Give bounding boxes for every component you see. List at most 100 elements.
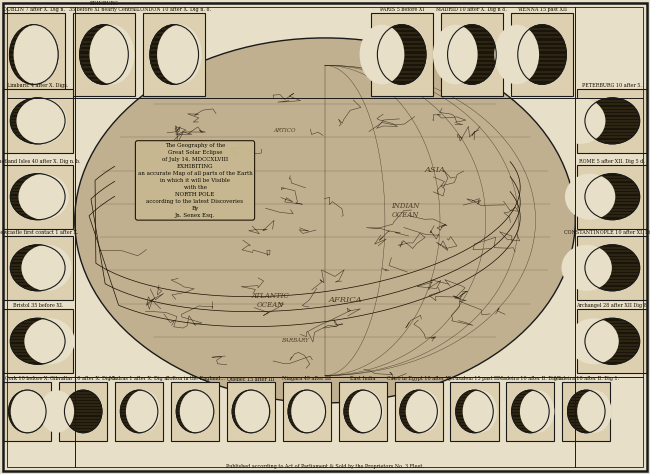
Ellipse shape — [64, 390, 102, 433]
Ellipse shape — [40, 390, 74, 433]
Text: Quebec 15 after III: Quebec 15 after III — [227, 376, 274, 381]
Ellipse shape — [10, 173, 65, 220]
Text: Archangel 28 after XII Dig 8.: Archangel 28 after XII Dig 8. — [576, 303, 649, 308]
Text: DUBLIN 7 after X. Dig n.: DUBLIN 7 after X. Dig n. — [3, 7, 65, 12]
Text: EDINBURG
35 before XI nearly Central.: EDINBURG 35 before XI nearly Central. — [70, 1, 138, 12]
Ellipse shape — [10, 390, 46, 433]
Ellipse shape — [157, 25, 202, 84]
Text: VIENNA 15 past XII: VIENNA 15 past XII — [517, 7, 567, 12]
Text: Jerusalem 15 past II.: Jerusalem 15 past II. — [448, 376, 500, 381]
Ellipse shape — [433, 25, 478, 84]
Text: Niagara 49 after III: Niagara 49 after III — [282, 376, 332, 381]
Bar — [3, 236, 73, 300]
Bar — [511, 13, 573, 96]
Ellipse shape — [16, 98, 67, 144]
Bar — [450, 382, 499, 441]
Ellipse shape — [14, 25, 58, 84]
Bar — [283, 382, 331, 441]
Ellipse shape — [494, 25, 539, 84]
Text: Bolton in the England...: Bolton in the England... — [166, 376, 224, 381]
Ellipse shape — [120, 390, 158, 433]
Ellipse shape — [562, 245, 612, 291]
Ellipse shape — [448, 25, 496, 84]
Bar — [339, 382, 387, 441]
Bar — [73, 13, 135, 96]
Ellipse shape — [585, 245, 640, 291]
Ellipse shape — [18, 173, 69, 220]
Ellipse shape — [400, 390, 437, 433]
Text: ARTICO: ARTICO — [274, 128, 296, 133]
Bar — [3, 89, 73, 153]
Bar — [577, 89, 647, 153]
Ellipse shape — [344, 390, 382, 433]
Ellipse shape — [567, 390, 605, 433]
Bar — [441, 13, 503, 96]
Bar — [577, 165, 647, 229]
Ellipse shape — [150, 25, 198, 84]
Text: Madras 1 after X. Dig n.: Madras 1 after X. Dig n. — [109, 376, 169, 381]
Text: Cairo in Egypt 10 after X.: Cairo in Egypt 10 after X. — [387, 376, 450, 381]
Text: East India: East India — [350, 376, 376, 381]
Bar — [115, 382, 163, 441]
Bar — [143, 13, 205, 96]
Ellipse shape — [512, 390, 549, 433]
Text: Madeira 10 after B. Dig 1.: Madeira 10 after B. Dig 1. — [554, 376, 619, 381]
Ellipse shape — [520, 390, 554, 433]
Bar — [227, 382, 275, 441]
Ellipse shape — [585, 173, 640, 220]
Ellipse shape — [10, 98, 65, 144]
Ellipse shape — [180, 390, 214, 433]
Bar — [171, 382, 219, 441]
Text: ATLANTIC
OCEAN: ATLANTIC OCEAN — [251, 292, 289, 309]
Text: INDIAN
OCEAN: INDIAN OCEAN — [391, 202, 419, 219]
Text: Bristol 35 before XI.: Bristol 35 before XI. — [12, 303, 63, 308]
Text: The Geography of the
Great Solar Eclipse
of July 14, MDCCXLVIII
EXHIBITING
an ac: The Geography of the Great Solar Eclipse… — [138, 143, 252, 218]
Ellipse shape — [235, 390, 270, 433]
Text: ASIA: ASIA — [424, 166, 445, 174]
Ellipse shape — [80, 25, 128, 84]
Ellipse shape — [21, 245, 72, 291]
Bar — [3, 382, 51, 441]
Ellipse shape — [406, 390, 440, 433]
Text: Newcastle first contact 1 after X.: Newcastle first contact 1 after X. — [0, 230, 79, 235]
Text: Madeira 10 after B. Dig 1.: Madeira 10 after B. Dig 1. — [498, 376, 563, 381]
Text: PETERBURG 10 after 5.: PETERBURG 10 after 5. — [582, 83, 642, 88]
Ellipse shape — [565, 173, 616, 220]
Text: AFRICA: AFRICA — [328, 296, 362, 304]
Ellipse shape — [288, 390, 326, 433]
Ellipse shape — [126, 390, 161, 433]
Bar — [3, 13, 65, 96]
Ellipse shape — [378, 25, 426, 84]
Text: PARIS 5 before XI: PARIS 5 before XI — [380, 7, 424, 12]
Text: Limburic 4 after X. Digs.: Limburic 4 after X. Digs. — [7, 83, 68, 88]
Bar — [370, 13, 433, 96]
Bar — [3, 165, 73, 229]
Ellipse shape — [585, 318, 640, 365]
Bar — [577, 236, 647, 300]
Ellipse shape — [75, 38, 575, 403]
Ellipse shape — [585, 98, 640, 144]
Ellipse shape — [10, 25, 58, 84]
Ellipse shape — [10, 318, 65, 365]
Text: Shetland Isles 40 after X. Dig n. b.: Shetland Isles 40 after X. Dig n. b. — [0, 159, 81, 164]
Ellipse shape — [176, 390, 214, 433]
Ellipse shape — [8, 390, 46, 433]
Bar — [577, 309, 647, 374]
Bar — [506, 382, 554, 441]
Text: NORTH
AMERICA: NORTH AMERICA — [176, 182, 214, 199]
Text: CONSTANTINOPLE 10 after XI. Dig n.: CONSTANTINOPLE 10 after XI. Dig n. — [564, 230, 650, 235]
Ellipse shape — [232, 390, 270, 433]
Ellipse shape — [349, 390, 384, 433]
Ellipse shape — [456, 390, 493, 433]
Text: LONDON 10 after X. Dig n. 8.: LONDON 10 after X. Dig n. 8. — [137, 7, 211, 12]
Text: MADRID 10 after X. Dig n 8.: MADRID 10 after X. Dig n 8. — [436, 7, 508, 12]
Ellipse shape — [10, 245, 65, 291]
Ellipse shape — [90, 25, 135, 84]
Bar — [3, 309, 73, 374]
Ellipse shape — [518, 25, 566, 84]
Ellipse shape — [555, 98, 605, 144]
Ellipse shape — [577, 390, 612, 433]
Bar — [562, 382, 610, 441]
Ellipse shape — [568, 318, 619, 365]
Text: Cork 10 before X.: Cork 10 before X. — [5, 376, 49, 381]
